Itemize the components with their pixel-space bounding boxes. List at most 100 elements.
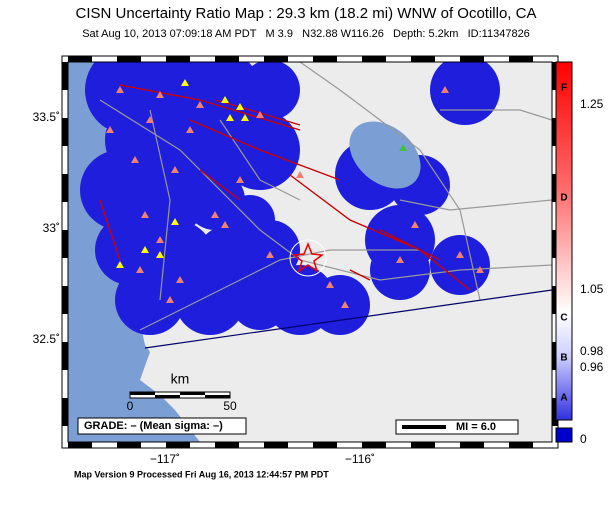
colorbar-label: 0 — [580, 432, 587, 446]
station — [211, 211, 219, 218]
frame-tick — [166, 56, 190, 62]
frame-tick — [362, 56, 386, 62]
frame-tick — [552, 286, 558, 314]
frame-tick — [62, 174, 68, 202]
title: CISN Uncertainty Ratio Map : 29.3 km (18… — [76, 5, 537, 22]
scale-bar: km 0 50 — [127, 371, 237, 413]
fault — [214, 99, 301, 126]
grade-letter: F — [561, 83, 567, 94]
station — [116, 86, 124, 93]
lat-label: 33.5˚ — [33, 110, 60, 124]
coverage — [370, 240, 430, 300]
road — [299, 62, 481, 301]
coverage — [240, 62, 300, 120]
station — [396, 256, 404, 263]
frame-tick — [552, 398, 558, 426]
grade: GRADE: – (Mean sigma: –) — [84, 420, 223, 432]
frame-tick — [552, 230, 558, 258]
lon-label: −116˚ — [345, 452, 375, 466]
station — [326, 281, 334, 288]
station — [136, 266, 144, 273]
subtitle: Sat Aug 10, 2013 07:09:18 AM PDT M 3.9 N… — [82, 28, 530, 40]
fault — [289, 174, 471, 291]
colorbar-label: 0.96 — [580, 360, 604, 374]
scale-segment — [155, 395, 180, 398]
epicenter — [292, 241, 324, 273]
frame-tick — [552, 62, 558, 90]
frame-tick — [62, 230, 68, 258]
scale-unit: km — [171, 371, 190, 387]
colorbar-label: 1.25 — [580, 97, 604, 111]
road — [149, 109, 171, 301]
lake — [349, 121, 421, 189]
colorbar-scale — [555, 61, 573, 421]
lon-label: −117˚ — [150, 452, 180, 466]
epicenter-ring — [289, 239, 327, 277]
frame-tick — [215, 56, 239, 62]
grade-letter: A — [560, 393, 567, 404]
station — [176, 276, 184, 283]
station — [241, 114, 249, 121]
station — [266, 251, 274, 258]
fault — [349, 269, 371, 281]
station — [226, 114, 234, 121]
station — [181, 79, 189, 86]
station — [131, 156, 139, 163]
station — [341, 301, 349, 308]
colorbar-zero — [555, 427, 573, 443]
frame-tick — [264, 56, 288, 62]
frame-tick — [552, 174, 558, 202]
legend-box — [395, 419, 519, 435]
border — [144, 289, 552, 349]
frame-tick — [264, 442, 288, 448]
frame-tick — [552, 342, 558, 370]
grade-letter: D — [560, 193, 567, 204]
frame-tick — [411, 56, 435, 62]
frame-tick — [117, 442, 141, 448]
frame-tick — [362, 442, 386, 448]
grade-letter: B — [560, 353, 567, 364]
station — [171, 218, 179, 225]
frame-tick — [62, 342, 68, 370]
station — [116, 261, 124, 268]
frame-tick — [117, 56, 141, 62]
station — [476, 266, 484, 273]
station — [186, 126, 194, 133]
road — [440, 109, 552, 121]
fault — [199, 169, 241, 201]
station — [221, 221, 229, 228]
frame-tick — [68, 442, 92, 448]
frame-tick — [411, 442, 435, 448]
scale-segment — [180, 392, 205, 395]
frame-tick — [313, 442, 337, 448]
station — [236, 176, 244, 183]
station — [166, 296, 174, 303]
station — [441, 86, 449, 93]
road — [219, 119, 301, 201]
station — [296, 171, 304, 178]
frame-tick — [62, 286, 68, 314]
frame-tick — [215, 442, 239, 448]
frame-tick — [460, 56, 484, 62]
coverage — [175, 265, 245, 335]
station — [399, 144, 407, 151]
frame-tick — [509, 56, 533, 62]
station — [171, 166, 179, 173]
lat-label: 33˚ — [43, 221, 60, 235]
coverage — [430, 62, 500, 125]
frame-tick — [68, 56, 92, 62]
lat-label: 32.5˚ — [33, 332, 60, 346]
scale-end: 50 — [223, 399, 237, 413]
scale-segment — [130, 392, 155, 395]
road — [399, 199, 552, 211]
station — [141, 211, 149, 218]
legend-text: MI = 6.0 — [456, 421, 496, 433]
station — [256, 111, 264, 118]
frame-tick — [313, 56, 337, 62]
colorbar-label: 0.98 — [580, 344, 604, 358]
grade-letter: C — [560, 313, 567, 324]
colorbar: F D C B A 1.25 1.05 0.98 0.96 0 — [555, 61, 604, 446]
station — [141, 246, 149, 253]
fault — [379, 229, 441, 261]
